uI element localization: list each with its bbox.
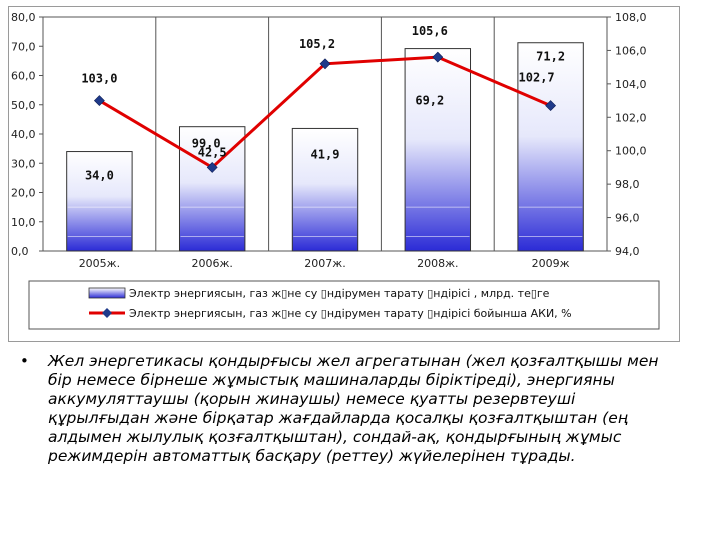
left-axis-tick-label: 70,0	[11, 40, 36, 53]
category-label: 2008ж.	[417, 257, 458, 270]
right-axis-tick-label: 98,0	[615, 178, 640, 191]
line-point	[319, 58, 331, 70]
bar-data-label: 42,5	[198, 146, 227, 160]
line-data-label: 103,0	[81, 72, 117, 86]
line-data-label: 102,7	[519, 71, 555, 85]
bullet-text: Жел энергетикасы қондырғысы жел агрегаты…	[48, 352, 659, 465]
left-axis-tick-label: 0,0	[11, 245, 29, 258]
line-data-label: 105,2	[299, 37, 335, 51]
legend-line-marker	[102, 308, 112, 318]
right-axis-tick-label: 102,0	[615, 111, 647, 124]
left-axis-tick-label: 50,0	[11, 99, 36, 112]
right-axis-tick-label: 106,0	[615, 44, 647, 57]
line-point	[545, 100, 557, 112]
right-axis-tick-label: 96,0	[615, 212, 640, 225]
left-axis-tick-label: 40,0	[11, 128, 36, 141]
right-axis-tick-label: 104,0	[615, 78, 647, 91]
left-axis-tick-label: 30,0	[11, 157, 36, 170]
category-label: 2007ж.	[304, 257, 345, 270]
bar-data-label: 34,0	[85, 169, 114, 183]
bar	[517, 42, 584, 252]
bar	[66, 151, 133, 252]
legend-bar-swatch	[88, 287, 126, 299]
bar-data-label: 71,2	[536, 50, 565, 64]
category-label: 2006ж.	[191, 257, 232, 270]
line-point	[432, 51, 444, 63]
right-axis-tick-label: 108,0	[615, 11, 647, 24]
bar-data-label: 41,9	[311, 147, 340, 161]
bullet-marker: •	[20, 352, 29, 370]
combo-chart: 0,0 10,0 20,0 30,0 40,0 50,0 60,0 70,0 80,0 94,0 9…	[11, 11, 660, 330]
category-label: 2005ж.	[79, 257, 120, 270]
right-axis-tick-label: 100,0	[615, 145, 647, 158]
bar-data-label: 69,2	[415, 94, 444, 108]
line-data-label: 99,0	[192, 136, 221, 150]
category-label: 2009ж	[532, 257, 570, 270]
line-data-label: 105,6	[412, 24, 448, 38]
left-axis-tick-label: 20,0	[11, 187, 36, 200]
left-axis-tick-label: 80,0	[11, 11, 36, 24]
bar	[404, 48, 472, 252]
right-axis-tick-label: 94,0	[615, 245, 640, 258]
chart-frame: 0,0 10,0 20,0 30,0 40,0 50,0 60,0 70,0 80,0 94,0 9…	[8, 6, 680, 342]
left-axis-tick-label: 10,0	[11, 216, 36, 229]
bar	[291, 127, 359, 252]
left-axis-tick-label: 60,0	[11, 70, 36, 83]
legend-bar-label: Электр энергиясын, газ ж▯не су ▯ндірумен…	[129, 287, 550, 300]
line-point	[93, 95, 105, 106]
line-point	[206, 162, 218, 173]
legend-line-label: Электр энергиясын, газ ж▯не су ▯ндірумен…	[129, 307, 572, 320]
legend-box	[28, 280, 660, 330]
